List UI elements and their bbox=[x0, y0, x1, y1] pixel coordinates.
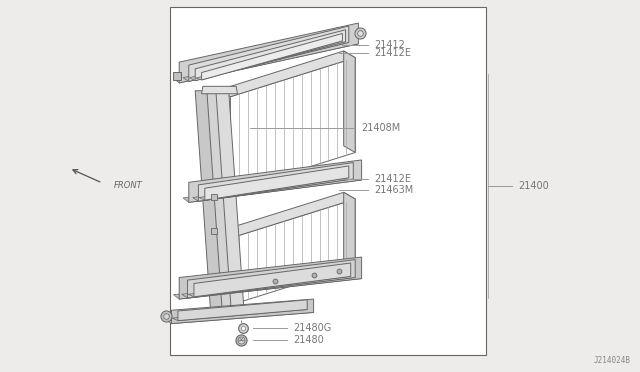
Polygon shape bbox=[344, 192, 355, 266]
Polygon shape bbox=[188, 260, 355, 298]
Polygon shape bbox=[178, 300, 307, 321]
Polygon shape bbox=[194, 263, 351, 297]
Text: 21480G: 21480G bbox=[293, 323, 332, 333]
Polygon shape bbox=[230, 199, 355, 305]
Text: 21480: 21480 bbox=[293, 335, 324, 344]
Polygon shape bbox=[182, 274, 355, 298]
Polygon shape bbox=[173, 274, 362, 299]
Polygon shape bbox=[202, 86, 237, 94]
Polygon shape bbox=[173, 39, 358, 83]
Polygon shape bbox=[207, 89, 240, 309]
Text: FRONT: FRONT bbox=[114, 182, 143, 190]
Text: 21463M: 21463M bbox=[374, 185, 413, 195]
Polygon shape bbox=[179, 257, 362, 299]
Bar bbox=[170, 7, 486, 355]
Polygon shape bbox=[230, 58, 355, 192]
Polygon shape bbox=[205, 166, 349, 200]
Polygon shape bbox=[172, 307, 307, 321]
Polygon shape bbox=[219, 51, 355, 97]
Polygon shape bbox=[195, 91, 234, 311]
Polygon shape bbox=[219, 192, 355, 238]
Polygon shape bbox=[166, 309, 314, 324]
Polygon shape bbox=[189, 160, 362, 202]
Polygon shape bbox=[188, 274, 351, 297]
Text: 21412E: 21412E bbox=[374, 48, 412, 58]
Text: 21408M: 21408M bbox=[362, 124, 401, 133]
Polygon shape bbox=[198, 163, 353, 201]
Text: J214024B: J214024B bbox=[593, 356, 630, 365]
Polygon shape bbox=[189, 26, 349, 81]
Polygon shape bbox=[195, 30, 346, 81]
Polygon shape bbox=[202, 33, 342, 80]
Polygon shape bbox=[199, 175, 349, 200]
Text: 21412E: 21412E bbox=[374, 174, 412, 184]
Polygon shape bbox=[172, 299, 314, 324]
Polygon shape bbox=[179, 23, 358, 83]
Text: 21412: 21412 bbox=[374, 40, 405, 49]
Text: 21400: 21400 bbox=[518, 181, 549, 191]
Polygon shape bbox=[216, 88, 244, 308]
Polygon shape bbox=[344, 51, 355, 153]
Polygon shape bbox=[196, 39, 342, 80]
Polygon shape bbox=[193, 175, 353, 201]
Polygon shape bbox=[183, 39, 349, 81]
Polygon shape bbox=[189, 39, 346, 81]
Polygon shape bbox=[183, 176, 362, 202]
